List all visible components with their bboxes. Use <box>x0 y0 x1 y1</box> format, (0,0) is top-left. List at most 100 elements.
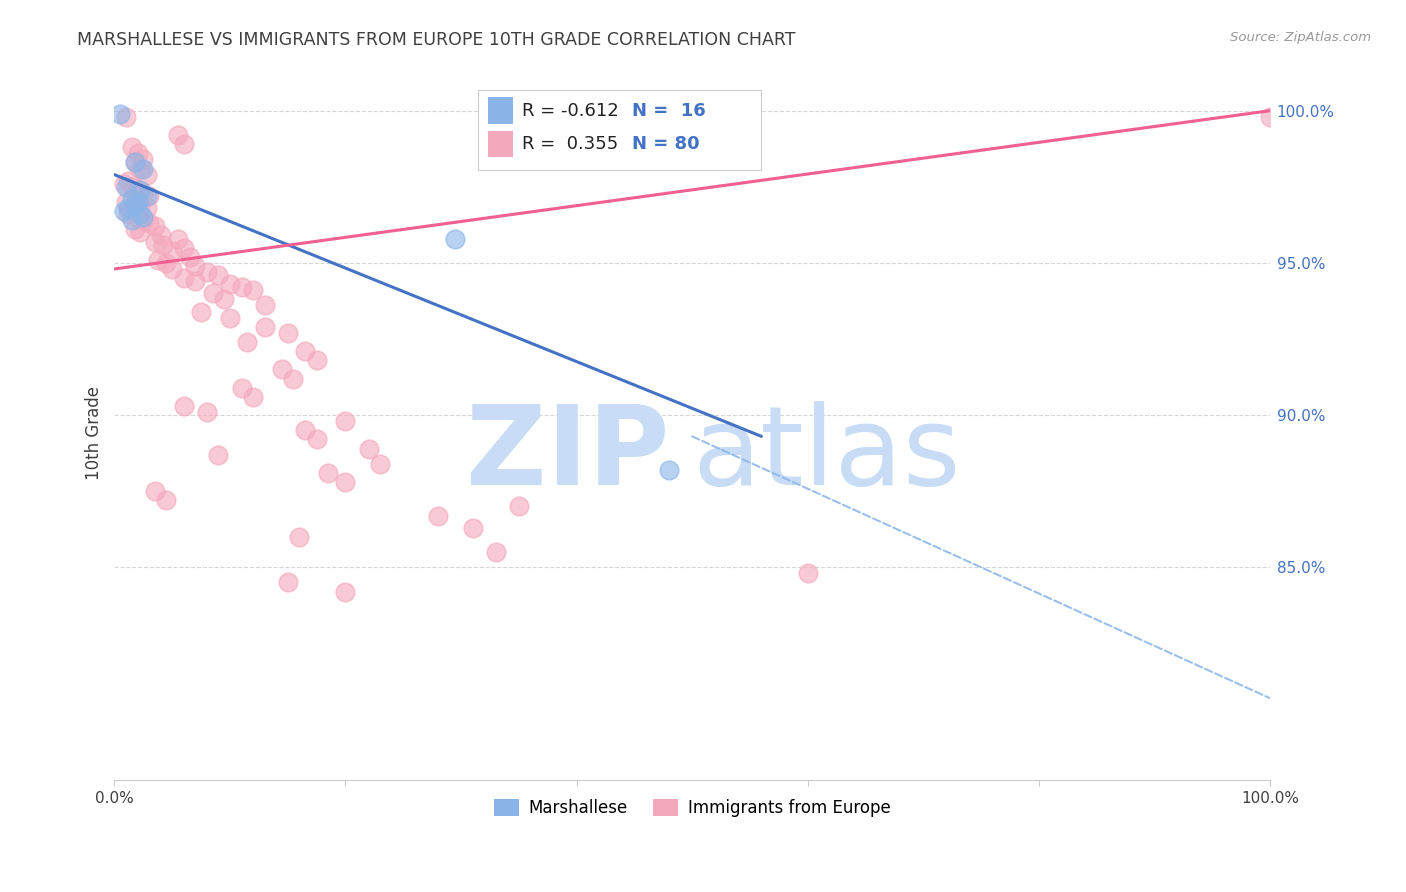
Point <box>128 198 150 212</box>
Point <box>219 277 242 292</box>
Point <box>316 466 339 480</box>
Point <box>160 262 183 277</box>
Point <box>184 274 207 288</box>
Point <box>277 326 299 340</box>
Point <box>127 146 149 161</box>
Point <box>461 521 484 535</box>
Point <box>357 442 380 456</box>
Point <box>231 381 253 395</box>
Text: Source: ZipAtlas.com: Source: ZipAtlas.com <box>1230 31 1371 45</box>
Point <box>160 244 183 258</box>
Point <box>288 530 311 544</box>
Point <box>283 371 305 385</box>
FancyBboxPatch shape <box>488 131 513 157</box>
Point <box>127 194 149 209</box>
FancyBboxPatch shape <box>488 97 513 124</box>
Point <box>143 235 166 249</box>
Point <box>271 362 294 376</box>
Point <box>124 155 146 169</box>
Point <box>108 107 131 121</box>
Point <box>212 293 235 307</box>
Point <box>124 222 146 236</box>
Text: N = 80: N = 80 <box>633 135 700 153</box>
Point <box>135 201 157 215</box>
Point <box>127 183 149 197</box>
Point <box>121 179 143 194</box>
Point <box>294 344 316 359</box>
Text: atlas: atlas <box>692 401 960 508</box>
Point <box>124 198 146 212</box>
Point <box>195 405 218 419</box>
Point <box>335 475 357 489</box>
Text: MARSHALLESE VS IMMIGRANTS FROM EUROPE 10TH GRADE CORRELATION CHART: MARSHALLESE VS IMMIGRANTS FROM EUROPE 10… <box>77 31 796 49</box>
Point <box>335 584 357 599</box>
Y-axis label: 10th Grade: 10th Grade <box>86 386 103 480</box>
Point <box>167 128 190 142</box>
Point <box>121 140 143 154</box>
Point <box>184 259 207 273</box>
Point <box>149 228 172 243</box>
Point <box>121 204 143 219</box>
Point <box>277 575 299 590</box>
Point <box>127 211 149 225</box>
Point <box>132 186 155 200</box>
Point <box>242 283 264 297</box>
Point <box>117 174 139 188</box>
Point <box>138 189 160 203</box>
Point <box>112 204 135 219</box>
Point <box>115 110 138 124</box>
Point <box>485 545 508 559</box>
Point <box>231 280 253 294</box>
Point <box>173 399 195 413</box>
Point <box>135 168 157 182</box>
Point <box>115 179 138 194</box>
Point <box>173 271 195 285</box>
Point <box>128 207 150 221</box>
Text: ZIP: ZIP <box>465 401 669 508</box>
Point <box>112 177 135 191</box>
Point <box>173 241 195 255</box>
Point <box>128 226 150 240</box>
Point <box>117 207 139 221</box>
Point <box>135 189 157 203</box>
Text: N =  16: N = 16 <box>633 102 706 120</box>
Point <box>132 211 155 225</box>
Point <box>128 183 150 197</box>
Point <box>132 153 155 167</box>
Point <box>155 256 177 270</box>
Point <box>155 493 177 508</box>
Text: R =  0.355: R = 0.355 <box>522 135 619 153</box>
Point <box>368 457 391 471</box>
Text: R = -0.612: R = -0.612 <box>522 102 619 120</box>
Point <box>138 216 160 230</box>
Point <box>236 334 259 349</box>
Legend: Marshallese, Immigrants from Europe: Marshallese, Immigrants from Europe <box>486 792 897 824</box>
Point <box>444 231 467 245</box>
Point <box>1258 110 1281 124</box>
Point <box>195 265 218 279</box>
Point <box>132 213 155 227</box>
Point <box>190 304 212 318</box>
Point <box>152 237 174 252</box>
Point <box>207 448 229 462</box>
Point <box>242 390 264 404</box>
Point <box>115 194 138 209</box>
Point <box>148 252 170 267</box>
Point <box>132 161 155 176</box>
Point <box>796 566 818 581</box>
Point <box>179 250 201 264</box>
Point <box>253 298 276 312</box>
Point <box>121 213 143 227</box>
Point <box>335 414 357 428</box>
Point <box>658 463 681 477</box>
Point <box>219 310 242 325</box>
Point <box>124 155 146 169</box>
Point <box>207 268 229 282</box>
Point <box>426 508 449 523</box>
Point <box>294 423 316 437</box>
Point <box>143 219 166 234</box>
Point <box>253 319 276 334</box>
Point <box>508 500 530 514</box>
Point <box>305 353 328 368</box>
Point <box>143 484 166 499</box>
